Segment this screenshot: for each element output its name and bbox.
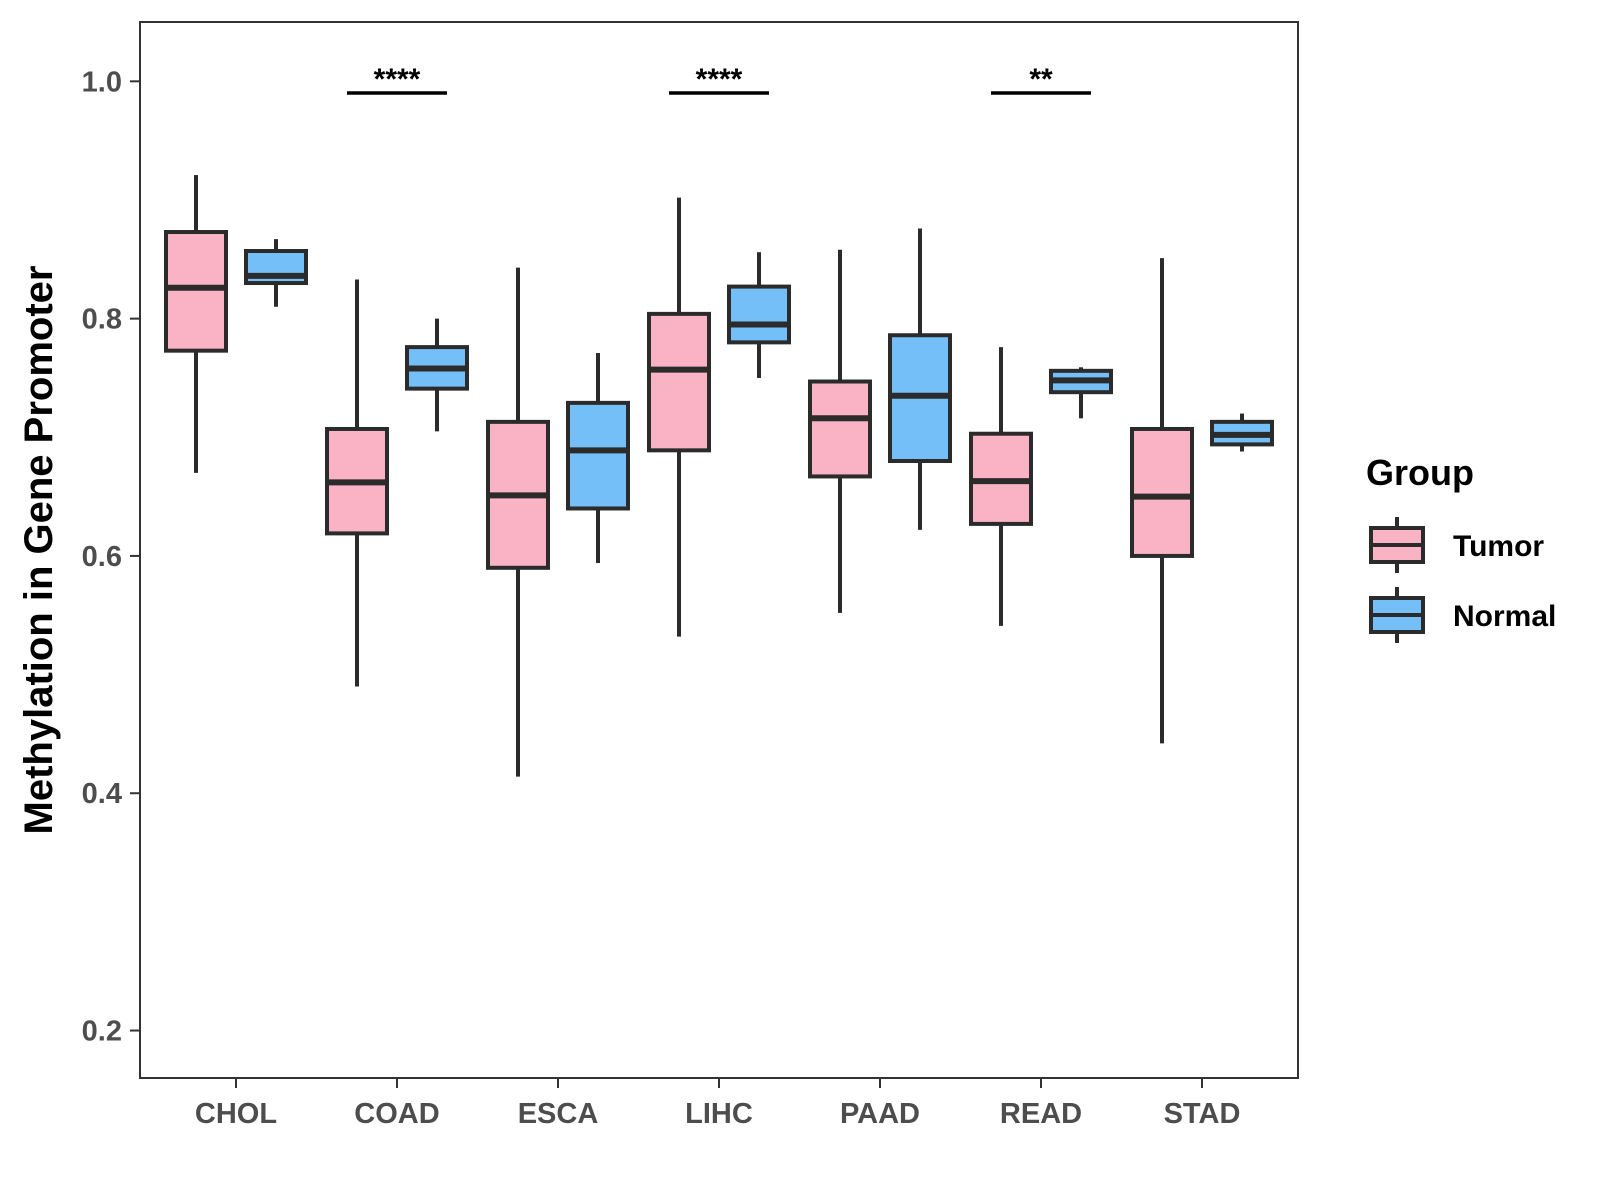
box-series: [164, 175, 1274, 777]
y-tick-label: 0.6: [82, 541, 122, 573]
box-iqr: [1130, 426, 1194, 558]
box-normal-stad: [1210, 413, 1274, 452]
significance-label: ****: [696, 63, 743, 96]
box-tumor-read: [969, 347, 1033, 626]
box-normal-chol: [244, 239, 308, 307]
box-normal-esca: [566, 353, 630, 564]
significance-lihc: ****: [669, 63, 769, 96]
box-iqr: [808, 379, 872, 479]
legend-label: Tumor: [1453, 530, 1544, 563]
x-tick-label: CHOL: [195, 1098, 277, 1130]
box-tumor-paad: [808, 249, 872, 613]
x-tick-label: PAAD: [840, 1098, 920, 1130]
box-tumor-coad: [325, 279, 389, 687]
y-axis: 0.2 0.4 0.6 0.8 1.0: [82, 66, 140, 1048]
legend-title: Group: [1366, 452, 1474, 493]
box-iqr: [566, 400, 630, 511]
x-tick-label: READ: [1000, 1098, 1082, 1130]
box-tumor-lihc: [647, 197, 711, 637]
x-tick-label: STAD: [1164, 1098, 1241, 1130]
legend-entry-normal: Normal: [1369, 587, 1556, 643]
significance-read: **: [991, 63, 1091, 96]
box-iqr: [164, 230, 228, 353]
significance-label: **: [1029, 63, 1053, 96]
box-tumor-esca: [486, 267, 550, 777]
box-iqr: [647, 311, 711, 453]
legend-label: Normal: [1453, 600, 1556, 633]
y-tick-label: 1.0: [82, 66, 122, 98]
y-axis-title: Methylation in Gene Promoter: [17, 266, 61, 835]
box-normal-coad: [405, 318, 469, 432]
box-normal-paad: [888, 228, 952, 530]
box-normal-read: [1049, 367, 1113, 419]
box-normal-lihc: [727, 252, 791, 378]
x-tick-label: ESCA: [518, 1098, 599, 1130]
significance-coad: ****: [347, 63, 447, 96]
box-iqr: [727, 284, 791, 345]
plot-panel: [139, 21, 1299, 1079]
legend: Group Tumor Normal: [1366, 452, 1556, 643]
box-tumor-chol: [164, 175, 228, 473]
y-tick-label: 0.2: [82, 1016, 122, 1048]
box-tumor-stad: [1130, 258, 1194, 744]
y-tick-label: 0.4: [82, 778, 122, 810]
x-axis: CHOL COAD ESCA LIHC PAAD READ STAD: [195, 1078, 1240, 1130]
significance-label: ****: [374, 63, 421, 96]
y-tick-label: 0.8: [82, 304, 122, 336]
x-tick-label: LIHC: [685, 1098, 753, 1130]
significance-annotations: **** **** **: [347, 63, 1091, 96]
legend-entry-tumor: Tumor: [1369, 517, 1544, 573]
x-tick-label: COAD: [354, 1098, 439, 1130]
